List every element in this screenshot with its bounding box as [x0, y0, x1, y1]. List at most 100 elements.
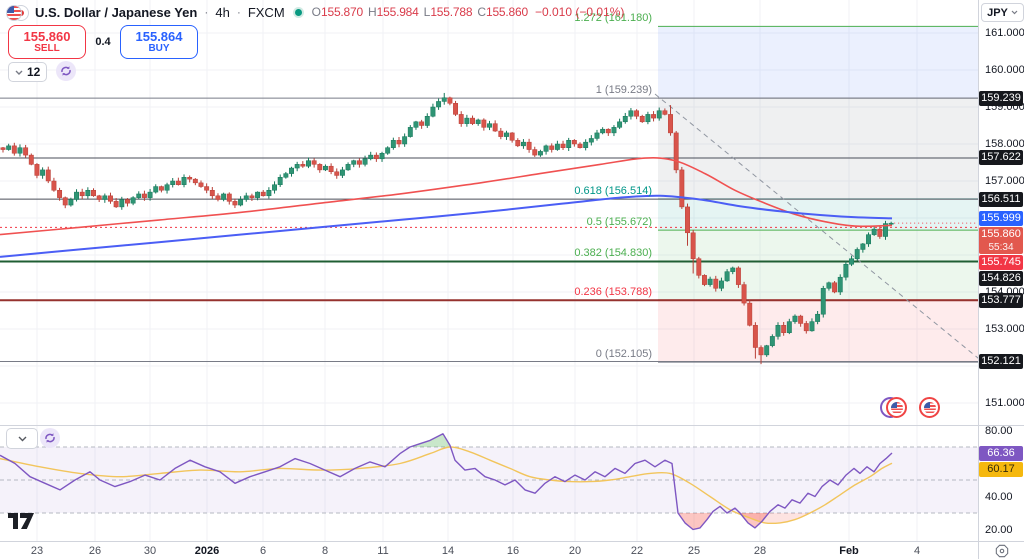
rsi-axis-label: 20.00	[985, 523, 1013, 536]
candle-body	[815, 313, 821, 322]
symbol-legend[interactable]: U.S. Dollar / Japanese Yen · 4h · FXCM O…	[6, 3, 624, 21]
candle-body	[492, 123, 498, 132]
candle-body	[741, 284, 747, 304]
candle-body	[249, 195, 255, 198]
high-value: 155.984	[376, 5, 419, 19]
candle-body	[470, 117, 475, 124]
rsi-axis-label: 40.00	[985, 490, 1013, 503]
candle-body	[464, 117, 470, 124]
candle-body	[860, 243, 866, 250]
candle-body	[351, 160, 357, 165]
candle-body	[832, 282, 838, 293]
refresh-icon[interactable]	[40, 428, 60, 448]
fib-zone-fill	[658, 299, 978, 363]
rsi-value-badge: 66.36	[979, 445, 1023, 461]
candle-body	[685, 206, 690, 234]
price-badge: 159.239	[979, 90, 1023, 106]
refresh-icon[interactable]	[56, 61, 76, 81]
time-axis-label: 22	[630, 545, 644, 557]
price-axis-label: 151.000	[985, 397, 1024, 409]
chevron-down-icon	[15, 70, 23, 75]
pane-separator[interactable]	[0, 425, 1024, 426]
candle-body	[475, 119, 481, 124]
candle-body	[639, 116, 645, 123]
candle-body	[775, 325, 781, 337]
candle-body	[158, 186, 164, 191]
candle-body	[153, 186, 159, 193]
candle-body	[696, 258, 702, 276]
fib-zone-fill	[658, 98, 978, 199]
close-label: C	[477, 5, 486, 19]
price-chart-canvas[interactable]	[0, 0, 978, 541]
bar-count-dropdown[interactable]: 12	[8, 62, 48, 82]
candle-body	[458, 114, 464, 124]
candle-body	[385, 147, 391, 154]
candle-body	[11, 145, 17, 154]
candle-body	[520, 141, 526, 147]
exchange-label[interactable]: FXCM	[247, 4, 285, 20]
candle-body	[781, 325, 787, 333]
candle-body	[283, 173, 289, 178]
candle-body	[175, 180, 181, 185]
candle-body	[62, 197, 68, 206]
time-axis-label: 4	[913, 545, 921, 557]
symbol-title[interactable]: U.S. Dollar / Japanese Yen	[35, 4, 198, 20]
time-axis-label: 28	[753, 545, 767, 557]
trendline-drawing	[654, 93, 978, 359]
candle-body	[820, 288, 826, 315]
candle-body	[730, 267, 736, 272]
candle-body	[509, 132, 515, 141]
separator-dot: ·	[204, 5, 209, 19]
economic-event-icon-us[interactable]	[880, 397, 907, 418]
candle-body	[504, 132, 509, 137]
sell-button[interactable]: 155.860 SELL	[8, 25, 86, 59]
candle-body	[498, 130, 504, 137]
candle-body	[560, 143, 566, 148]
candle-body	[91, 190, 96, 197]
candle-body	[113, 201, 119, 208]
candle-body	[79, 191, 85, 197]
candle-body	[515, 140, 521, 147]
candle-body	[243, 195, 249, 200]
candle-body	[718, 280, 724, 289]
candle-body	[356, 160, 362, 165]
settings-gear-icon[interactable]	[995, 544, 1009, 558]
candle-body	[17, 147, 23, 154]
candle-body	[424, 116, 430, 126]
candle-body	[147, 191, 153, 198]
buy-button[interactable]: 155.864 BUY	[120, 25, 198, 59]
candle-body	[34, 164, 40, 176]
sell-price: 155.860	[23, 28, 71, 44]
tradingview-logo[interactable]	[8, 513, 35, 535]
price-axis[interactable]: 161.000160.000159.000158.000157.000154.0…	[978, 0, 1024, 541]
candle-body	[322, 165, 328, 171]
sync-arrows-icon	[45, 433, 55, 443]
candle-body	[198, 182, 204, 187]
candle-body	[645, 114, 651, 123]
price-badge: 155.860 55:34	[979, 226, 1023, 254]
time-axis-label: 25	[687, 545, 701, 557]
candle-body	[238, 199, 244, 206]
candle-body	[368, 154, 374, 160]
currency-toggle-button[interactable]: JPY	[981, 3, 1024, 22]
price-axis-label: 160.000	[985, 64, 1024, 76]
currency-pair-icon	[6, 4, 29, 21]
indicator-collapse-button[interactable]	[6, 428, 38, 449]
candle-body	[430, 106, 436, 117]
candle-body	[752, 325, 758, 348]
time-axis[interactable]: 23 26 30 2026 6 8 11 14 16 20 22 25 28 Feb 4	[0, 541, 1024, 559]
candle-body	[724, 271, 730, 282]
price-badge: 155.745	[979, 254, 1023, 270]
price-badge: 156.511	[979, 191, 1023, 207]
interval-label[interactable]: 4h	[215, 4, 230, 20]
candle-body	[656, 110, 662, 119]
price-axis-label: 153.000	[985, 323, 1024, 335]
candle-body	[532, 149, 538, 156]
economic-event-icon-us[interactable]	[919, 397, 940, 418]
candle-body	[611, 127, 617, 134]
price-badge: 155.999	[979, 210, 1023, 226]
candle-body	[23, 147, 29, 156]
price-badge: 152.121	[979, 354, 1023, 370]
time-axis-label: 16	[506, 545, 520, 557]
